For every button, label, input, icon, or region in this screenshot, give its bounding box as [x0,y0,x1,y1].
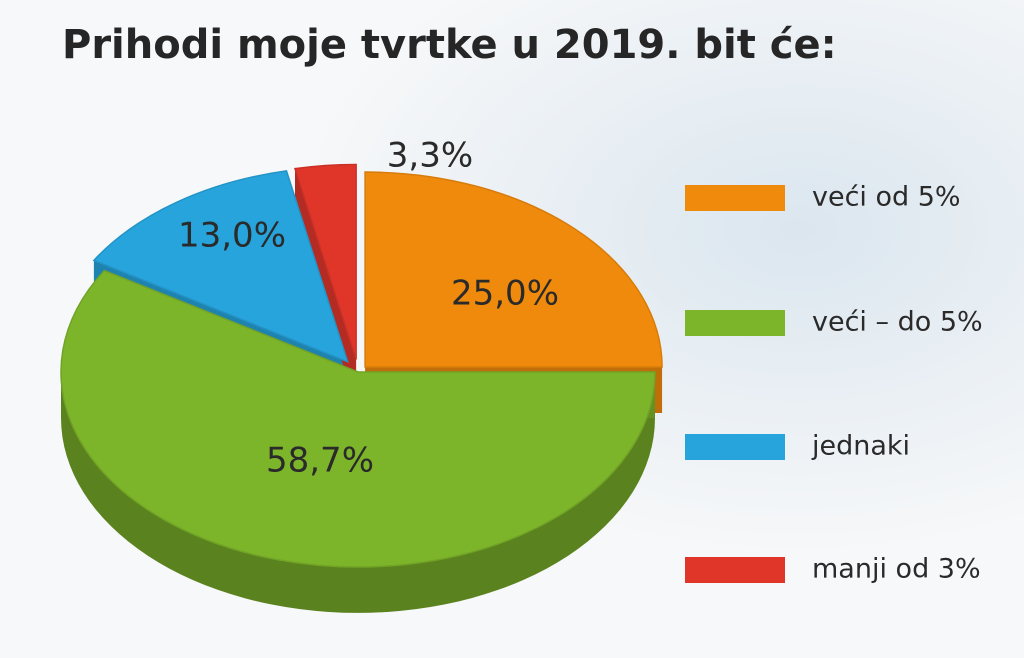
pie-slice [364,171,663,368]
legend-label: jednaki [811,431,910,462]
pie-slice [294,163,357,360]
legend-swatch [685,557,785,583]
legend-swatch [685,185,785,211]
legend-swatch [685,434,785,460]
chart-title: Prihodi moje tvrtke u 2019. bit će: [62,22,837,68]
data-label: 3,3% [387,136,473,176]
legend-label: veći – do 5% [812,307,983,338]
pie-slice-side [61,372,655,613]
pie-slice [92,170,349,364]
data-label: 58,7% [266,441,374,481]
legend-swatch [685,310,785,336]
data-label: 25,0% [451,274,559,314]
data-label: 13,0% [178,216,286,256]
legend-label: manji od 3% [812,554,981,585]
pie-slice [60,269,656,568]
legend-label: veći od 5% [812,182,961,213]
